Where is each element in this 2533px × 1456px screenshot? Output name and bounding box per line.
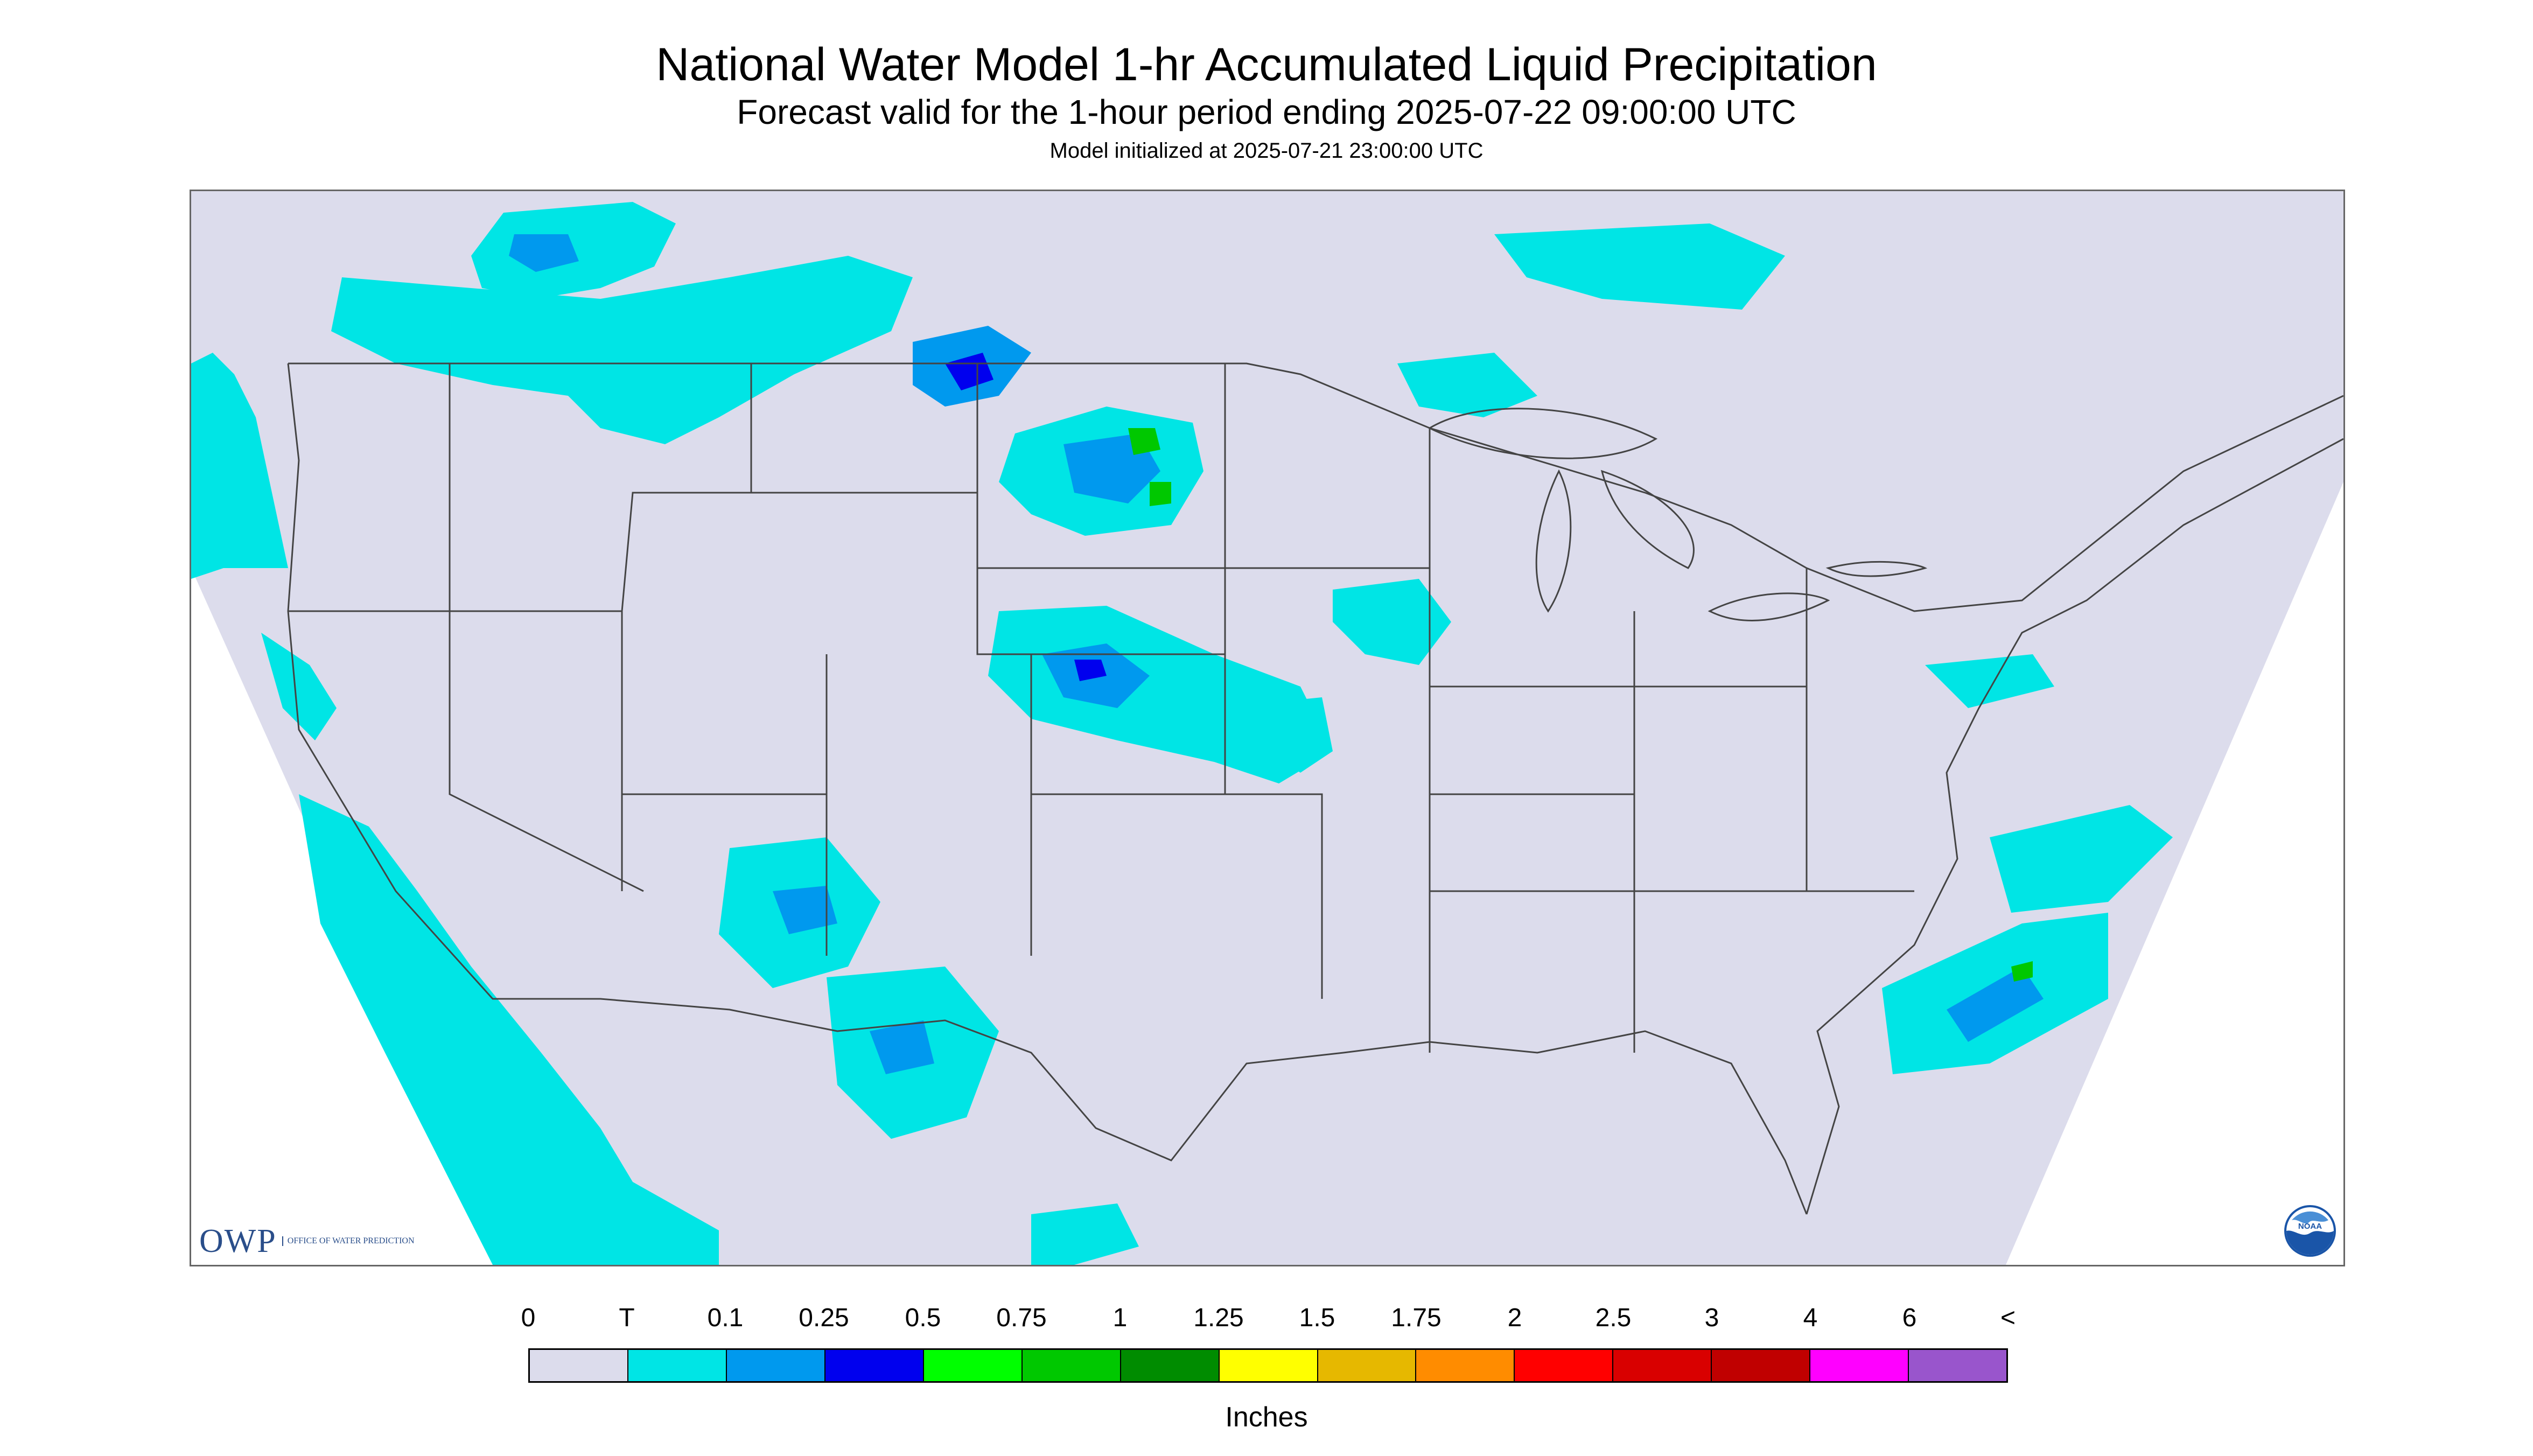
legend-color-swatch (825, 1350, 924, 1381)
legend-label: T (619, 1304, 635, 1332)
map-title: National Water Model 1-hr Accumulated Li… (656, 39, 1877, 90)
legend-labels: 0 T 0.1 0.25 0.5 0.75 1 1.25 1.5 1.75 2 … (0, 1302, 2533, 1340)
montana-precip (331, 256, 913, 444)
great-lakes (1428, 408, 1928, 621)
legend-label: 1.75 (1391, 1304, 1442, 1332)
model-init-text: Model initialized at 2025-07-21 23:00:00… (1049, 139, 1484, 163)
legend-color-swatch (1613, 1350, 1712, 1381)
legend-color-swatch (1712, 1350, 1811, 1381)
legend-units: Inches (1225, 1402, 1308, 1433)
pacific-precip-north (191, 353, 288, 579)
legend-label: 0 (521, 1304, 536, 1332)
legend-color-swatch (923, 1350, 1023, 1381)
legend-label: 1.25 (1193, 1304, 1244, 1332)
legend-color-swatch (1022, 1350, 1121, 1381)
great-lakes-precip (1397, 353, 1537, 417)
legend-label: 4 (1803, 1304, 1818, 1332)
canada-east-precip (1494, 223, 1785, 310)
noaa-logo-icon: NOAA (2284, 1205, 2336, 1257)
forecast-valid-subtitle: Forecast valid for the 1-hour period end… (737, 93, 1796, 131)
owp-logo: OWP Office of Water Prediction (199, 1222, 415, 1260)
owp-logo-subtext: Office of Water Prediction (282, 1236, 415, 1246)
legend-label: 1.5 (1299, 1304, 1335, 1332)
legend-color-swatch (1810, 1350, 1909, 1381)
legend-label: < (2000, 1304, 2016, 1332)
atlantic-precip-north (1925, 654, 2054, 708)
legend-color-swatch (530, 1350, 628, 1381)
legend-label: 3 (1704, 1304, 1719, 1332)
legend-label: 0.75 (996, 1304, 1047, 1332)
map-canvas (191, 202, 2343, 1265)
dakota-precip-green (1128, 428, 1160, 455)
legend-label: 0.25 (799, 1304, 849, 1332)
legend-color-swatch (1909, 1350, 2007, 1381)
legend-label: 0.5 (905, 1304, 941, 1332)
pacific-precip-south (299, 794, 719, 1265)
legend-color-swatch (1219, 1350, 1318, 1381)
dakota-precip-green2 (1150, 482, 1171, 506)
legend-color-swatch (628, 1350, 727, 1381)
legend-color-swatch (1515, 1350, 1614, 1381)
mexico-precip-blue (870, 1020, 934, 1074)
owp-logo-text: OWP (199, 1222, 277, 1259)
legend-label: 0.1 (707, 1304, 744, 1332)
state-boundaries (287, 362, 2343, 1215)
pacific-precip-mid (261, 633, 337, 740)
plains-precip-core (1074, 660, 1107, 681)
legend-color-swatch (1121, 1350, 1220, 1381)
legend-color-swatch (726, 1350, 825, 1381)
atlantic-precip-mid (1990, 805, 2173, 913)
atlantic-precip-core (2011, 961, 2033, 982)
domain-edge-right (2006, 482, 2343, 1265)
mexico-south-precip (1031, 1203, 1139, 1265)
legend-label: 6 (1902, 1304, 1917, 1332)
southwest-precip-blue (773, 886, 837, 934)
midwest-precip (1333, 579, 1451, 665)
legend-label: 2.5 (1595, 1304, 1632, 1332)
atlantic-precip-blue (1947, 967, 2044, 1042)
precipitation-map[interactable] (190, 190, 2345, 1266)
legend-label: 2 (1507, 1304, 1522, 1332)
legend-colorbar (528, 1348, 2008, 1383)
missouri-precip (1268, 697, 1333, 773)
noaa-logo-text: NOAA (2298, 1222, 2322, 1231)
legend-color-swatch (1416, 1350, 1515, 1381)
nw-canada-precip-blue (509, 234, 579, 272)
montana-precip-core (945, 353, 993, 390)
legend-color-swatch (1318, 1350, 1417, 1381)
legend-label: 1 (1112, 1304, 1128, 1332)
